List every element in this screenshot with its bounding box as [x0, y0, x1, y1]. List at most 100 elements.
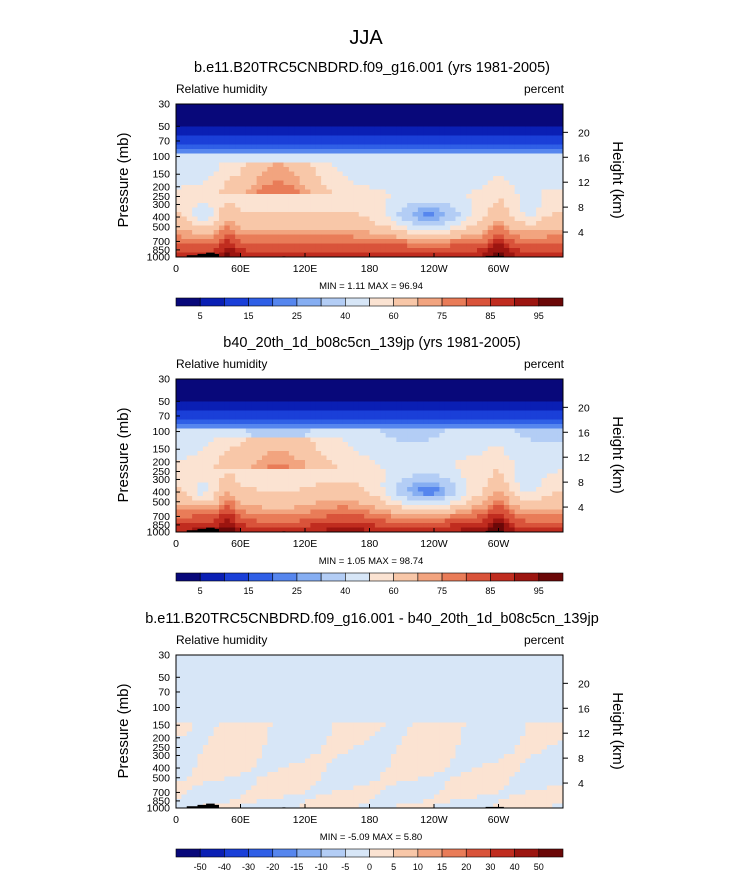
- field-cell: [331, 126, 338, 132]
- field-cell: [498, 221, 505, 226]
- field-cell: [536, 487, 542, 492]
- field-cell: [331, 406, 338, 411]
- field-cell: [348, 523, 354, 528]
- field-cell: [407, 243, 413, 249]
- field-cell: [262, 397, 268, 402]
- field-cell: [514, 198, 521, 204]
- field-cell: [460, 496, 467, 501]
- field-cell: [493, 131, 499, 136]
- field-cell: [466, 108, 473, 114]
- field-cell: [552, 527, 559, 533]
- field-cell: [353, 189, 360, 195]
- field-cell: [337, 442, 344, 447]
- field-cell: [471, 455, 478, 461]
- field-cell: [380, 144, 387, 150]
- field-cell: [321, 140, 327, 145]
- field-cell: [466, 491, 473, 497]
- field-cell: [557, 230, 564, 235]
- field-cell: [541, 487, 548, 492]
- field-cell: [509, 401, 516, 407]
- field-cell: [364, 491, 370, 497]
- field-cell: [498, 473, 505, 479]
- field-cell: [229, 473, 236, 479]
- field-cell: [245, 104, 252, 109]
- field-cell: [256, 207, 263, 213]
- field-cell: [520, 158, 526, 163]
- field-cell: [434, 234, 440, 240]
- field-cell: [256, 108, 263, 114]
- field-cell: [219, 428, 225, 434]
- field-cell: [460, 234, 467, 240]
- field-cell: [482, 410, 489, 416]
- field-cell: [417, 437, 424, 443]
- field-cell: [267, 212, 274, 217]
- field-cell: [391, 437, 397, 443]
- field-cell: [331, 433, 338, 438]
- field-cell: [520, 104, 526, 109]
- field-cell: [487, 185, 494, 190]
- field-cell: [192, 482, 198, 488]
- field-cell: [391, 523, 397, 528]
- field-cell: [417, 230, 424, 235]
- field-cell: [374, 478, 381, 483]
- field-cell: [229, 514, 236, 519]
- field-cell: [235, 212, 241, 217]
- field-cell: [471, 514, 478, 519]
- field-cell: [192, 523, 198, 528]
- field-cell: [380, 126, 387, 132]
- field-cell: [213, 131, 220, 136]
- field-cell: [202, 451, 209, 456]
- field-cell: [450, 500, 456, 506]
- field-cell: [310, 207, 317, 213]
- field-cell: [192, 451, 198, 456]
- field-cell: [299, 509, 306, 515]
- field-cell: [181, 469, 188, 474]
- field-cell: [439, 419, 446, 425]
- field-cell: [213, 482, 220, 488]
- field-cell: [417, 406, 424, 411]
- field-cell: [337, 230, 344, 235]
- field-cell: [541, 437, 548, 443]
- field-cell: [487, 514, 494, 519]
- field-cell: [477, 221, 483, 226]
- field-cell: [552, 415, 559, 420]
- field-cell: [450, 158, 456, 163]
- field-cell: [321, 131, 327, 136]
- field-cell: [326, 108, 333, 114]
- field-cell: [471, 144, 478, 150]
- field-cell: [434, 392, 440, 398]
- field-cell: [326, 500, 333, 506]
- field-cell: [272, 478, 279, 483]
- field-cell: [202, 158, 209, 163]
- field-cell: [434, 117, 440, 123]
- field-cell: [181, 252, 188, 258]
- field-cell: [321, 135, 327, 141]
- field-cell: [224, 406, 231, 411]
- field-cell: [423, 505, 430, 510]
- field-cell: [385, 225, 392, 231]
- field-cell: [337, 252, 344, 258]
- field-cell: [520, 171, 526, 177]
- field-cell: [509, 234, 516, 240]
- field-cell: [369, 131, 376, 136]
- field-cell: [493, 518, 499, 524]
- field-cell: [235, 158, 241, 163]
- field-cell: [477, 117, 483, 123]
- field-cell: [331, 189, 338, 195]
- field-cell: [450, 234, 456, 240]
- field-cell: [256, 392, 263, 398]
- field-cell: [450, 180, 456, 186]
- field-cell: [444, 455, 451, 461]
- field-cell: [557, 523, 564, 528]
- field-cell: [310, 469, 317, 474]
- field-cell: [466, 383, 473, 389]
- field-cell: [337, 469, 344, 474]
- field-cell: [192, 243, 198, 249]
- field-cell: [423, 167, 430, 172]
- field-cell: [557, 455, 564, 461]
- field-cell: [374, 243, 381, 249]
- field-cell: [369, 104, 376, 109]
- field-cell: [380, 131, 387, 136]
- field-cell: [487, 135, 494, 141]
- field-cell: [283, 221, 290, 226]
